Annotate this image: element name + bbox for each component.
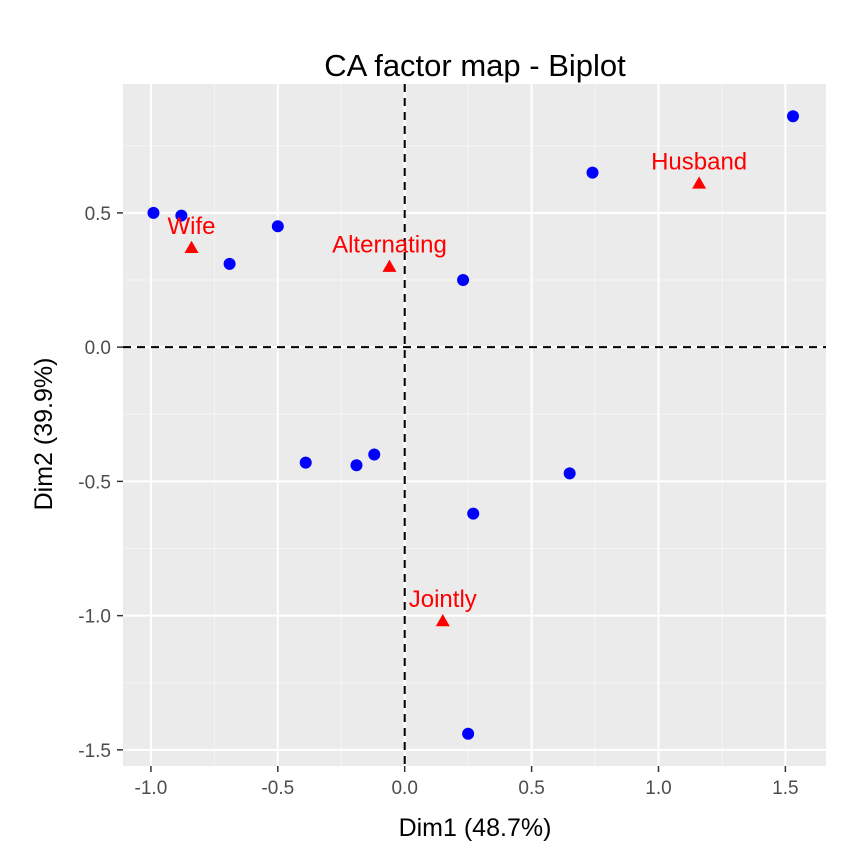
column-point	[435, 614, 450, 627]
row-point	[350, 459, 363, 472]
row-point	[299, 456, 312, 469]
row-point	[462, 727, 475, 740]
row-point	[787, 110, 800, 123]
x-tick-label: -0.5	[261, 778, 294, 799]
x-tick-label: -1.0	[135, 778, 168, 799]
y-tick-label: 0.0	[85, 338, 111, 359]
row-point	[563, 467, 576, 480]
row-point	[586, 166, 599, 179]
plot-panel	[123, 84, 826, 766]
row-point	[147, 206, 160, 219]
column-point-label: Wife	[168, 213, 216, 240]
y-tick-label: -1.0	[78, 607, 111, 628]
column-point-label: Husband	[651, 148, 747, 175]
data-marks: Wife Alternating Husband Jointly	[147, 110, 800, 740]
axes: -1.0 -0.5 0.0 0.5 1.0 1.5 -1.5 -1.0 -0.5 0.0 0.5	[78, 204, 798, 799]
chart-title: CA factor map - Biplot	[324, 48, 626, 83]
x-axis-title: Dim1 (48.7%)	[399, 814, 552, 842]
y-axis-title: Dim2 (39.9%)	[30, 358, 58, 511]
row-point	[467, 507, 480, 520]
column-point	[692, 176, 707, 189]
row-point	[457, 274, 470, 287]
row-point	[223, 257, 236, 270]
x-tick-label: 0.5	[518, 778, 544, 799]
column-point	[184, 240, 199, 254]
reference-lines	[123, 84, 826, 766]
y-tick-label: 0.5	[85, 204, 111, 225]
column-point-label: Jointly	[409, 586, 477, 613]
column-point-label: Alternating	[332, 232, 447, 259]
x-tick-label: 1.0	[645, 778, 671, 799]
y-tick-label: -1.5	[78, 741, 111, 762]
row-point	[271, 220, 284, 233]
row-point	[368, 448, 381, 461]
minor-gridlines	[123, 84, 826, 766]
row-point	[175, 209, 188, 222]
x-tick-label: 0.0	[391, 778, 417, 799]
column-point	[382, 259, 397, 272]
y-tick-label: -0.5	[78, 472, 111, 493]
x-tick-label: 1.5	[772, 778, 798, 799]
